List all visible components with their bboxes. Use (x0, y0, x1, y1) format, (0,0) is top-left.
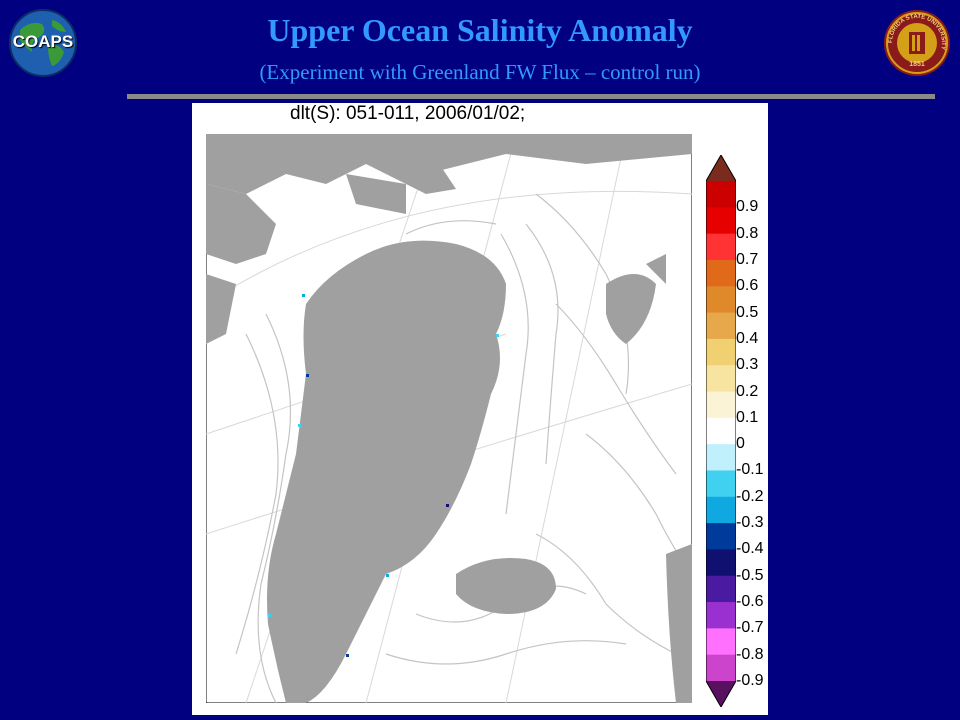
land-masses (206, 134, 692, 703)
colorbar-segment (706, 286, 736, 314)
colorbar-segment (706, 207, 736, 235)
coaps-logo: COAPS (8, 8, 78, 78)
colorbar-segment (706, 444, 736, 471)
page-subtitle: (Experiment with Greenland FW Flux – con… (259, 60, 701, 84)
greenland-map (206, 134, 692, 703)
university-seal: FLORIDA STATE UNIVERSITY 1851 (882, 8, 952, 78)
colorbar-segment (706, 338, 736, 366)
coaps-logo-text: COAPS (12, 32, 74, 51)
colorbar-segment (706, 523, 736, 550)
colorbar-tick-label: -0.3 (736, 514, 764, 532)
colorbar-tick-label: 0 (736, 435, 745, 453)
colorbar-tick-label: -0.4 (736, 540, 764, 558)
colorbar-tick-label: -0.7 (736, 619, 764, 637)
colorbar (706, 155, 736, 707)
colorbar-tick-label: 0.8 (736, 224, 759, 242)
bathymetry-contours (235, 193, 692, 703)
colorbar-tick-label: -0.6 (736, 593, 764, 611)
colorbar-segment (706, 549, 736, 577)
globe-logo-icon (9, 9, 77, 77)
colorbar-tick-label: -0.9 (736, 672, 764, 689)
university-seal-icon: FLORIDA STATE UNIVERSITY 1851 (884, 10, 950, 76)
colorbar-segment (706, 575, 736, 603)
colorbar-segment (706, 470, 736, 498)
colorbar-segment (706, 496, 736, 524)
colorbar-tick-label: 0.9 (736, 198, 759, 216)
salinity-map-figure: dlt(S): 051-011, 2006/01/02; (192, 103, 768, 715)
colorbar-tick-label: 0.7 (736, 250, 759, 268)
colorbar-segment (706, 417, 736, 445)
page-title: Upper Ocean Salinity Anomaly (267, 12, 693, 48)
colorbar-tick-label: -0.2 (736, 487, 764, 505)
plot-title: dlt(S): 051-011, 2006/01/02; (290, 103, 526, 124)
colorbar-segment (706, 365, 736, 393)
colorbar-tick-label: 0.6 (736, 277, 759, 295)
colorbar-tick-label: 0.3 (736, 356, 759, 374)
colorbar-tick-label: -0.8 (736, 645, 764, 663)
colorbar-tick-label: 0.4 (736, 329, 759, 347)
colorbar-segment (706, 602, 736, 629)
header-divider (127, 94, 935, 99)
colorbar-tick-label: 0.5 (736, 303, 759, 321)
colorbar-segment (706, 628, 736, 656)
colorbar-segment (706, 233, 736, 261)
colorbar-segment (706, 312, 736, 340)
colorbar-top-arrow (706, 155, 736, 181)
colorbar-segment (706, 259, 736, 287)
colorbar-segment (706, 181, 736, 208)
colorbar-tick-label: 0.2 (736, 382, 759, 400)
anomaly-specks (268, 294, 499, 657)
colorbar-tick-label: -0.1 (736, 461, 764, 479)
colorbar-tick-label: 0.1 (736, 408, 759, 426)
colorbar-tick-label: -0.5 (736, 566, 764, 584)
colorbar-bottom-arrow (706, 681, 736, 707)
colorbar-segment (706, 654, 736, 682)
colorbar-segment (706, 391, 736, 419)
seal-year: 1851 (909, 61, 925, 68)
